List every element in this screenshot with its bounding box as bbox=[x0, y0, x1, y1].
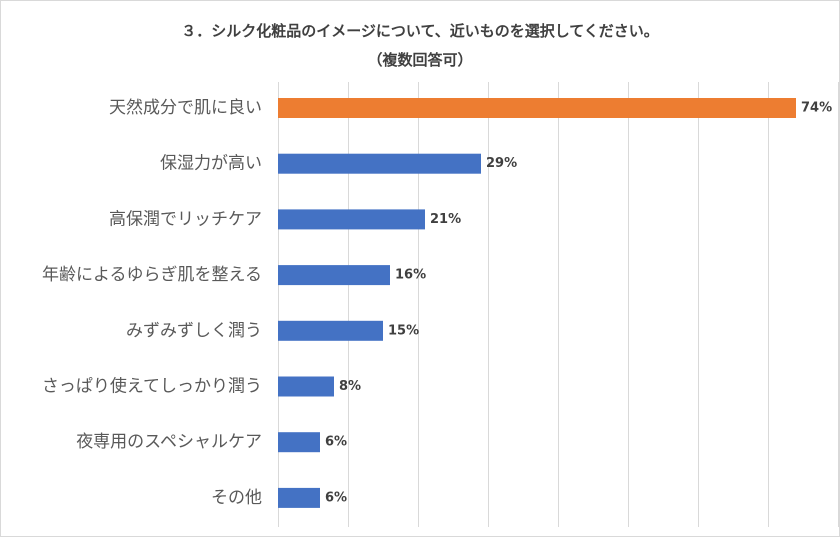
bar bbox=[278, 265, 390, 286]
category-label: みずみずしく潤う bbox=[126, 321, 262, 341]
bar bbox=[278, 320, 383, 341]
category-label: 年齢によるゆらぎ肌を整える bbox=[42, 265, 262, 285]
bar bbox=[278, 432, 320, 453]
data-label: 6% bbox=[325, 490, 347, 505]
bar bbox=[278, 487, 320, 508]
category-label: さっぱり使えてしっかり潤う bbox=[42, 376, 262, 397]
category-label: 保湿力が高い bbox=[160, 154, 262, 174]
data-label: 74% bbox=[801, 101, 832, 116]
data-label: 15% bbox=[388, 323, 419, 338]
category-label: 高保潤でリッチケア bbox=[109, 209, 262, 229]
category-label: その他 bbox=[211, 488, 262, 508]
data-label: 21% bbox=[430, 212, 461, 227]
data-label: 8% bbox=[339, 379, 361, 394]
bar bbox=[278, 153, 481, 174]
data-label: 16% bbox=[395, 268, 426, 283]
bar bbox=[278, 376, 334, 397]
data-label: 29% bbox=[486, 156, 517, 171]
data-label: 6% bbox=[325, 435, 347, 450]
bar bbox=[278, 209, 425, 230]
category-label: 夜専用のスペシャルケア bbox=[76, 432, 262, 452]
chart-title: ３．シルク化粧品のイメージについて、近いものを選択してください。 bbox=[181, 22, 659, 40]
category-label: 天然成分で肌に良い bbox=[109, 98, 262, 118]
chart-subtitle: （複数回答可） bbox=[367, 51, 473, 69]
bar bbox=[278, 98, 796, 118]
